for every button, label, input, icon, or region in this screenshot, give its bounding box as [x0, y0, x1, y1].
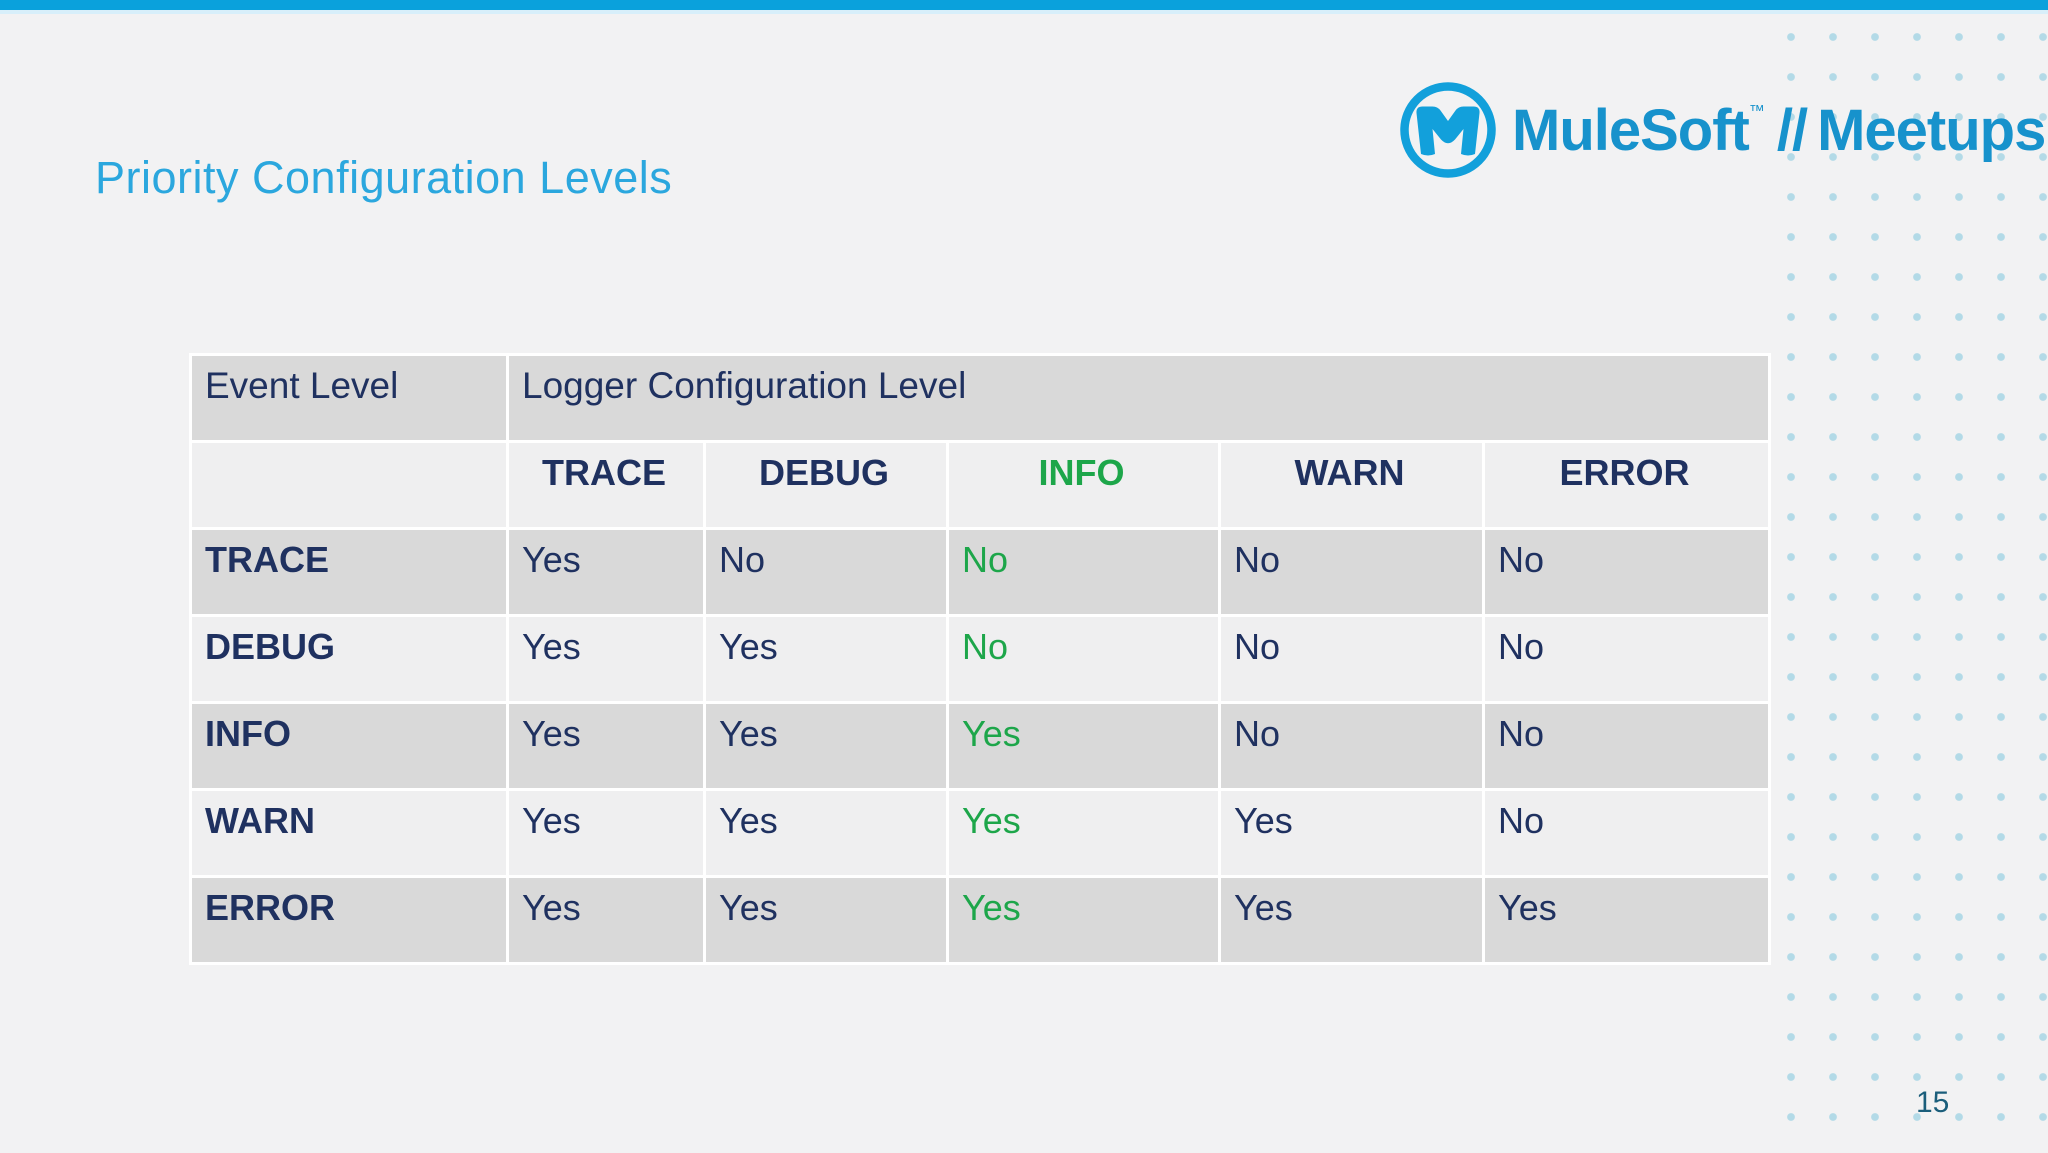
cell-value: No — [1481, 788, 1772, 878]
table-row-trace: TRACE Yes No No No No — [189, 527, 1772, 617]
cell-value: Yes — [1218, 788, 1485, 878]
table-row-debug: DEBUG Yes Yes No No No — [189, 614, 1772, 704]
top-accent-bar-glow — [0, 10, 2048, 14]
mulesoft-meetups-logo: MuleSoft™ //Meetups — [1398, 78, 2046, 182]
logo-product: Meetups — [1817, 97, 2046, 163]
row-label-trace: TRACE — [189, 527, 509, 617]
logo-trademark: ™ — [1748, 102, 1765, 120]
group-header-cell: Logger Configuration Level — [505, 353, 1772, 443]
column-header-warn: WARN — [1218, 440, 1485, 530]
cell-value: No — [703, 527, 949, 617]
cell-value: Yes — [703, 875, 949, 965]
row-label-warn: WARN — [189, 788, 509, 878]
cell-value: Yes — [506, 701, 706, 791]
row-label-error: ERROR — [189, 875, 509, 965]
page-title: Priority Configuration Levels — [95, 152, 673, 204]
column-header-trace: TRACE — [506, 440, 706, 530]
priority-configuration-table: Event Level Logger Configuration Level T… — [189, 353, 1772, 965]
column-header-error: ERROR — [1481, 440, 1772, 530]
cell-value: Yes — [946, 875, 1221, 965]
cell-value: Yes — [703, 788, 949, 878]
cell-value: Yes — [946, 701, 1221, 791]
logo-brand: MuleSoft — [1512, 97, 1750, 163]
table-row-error: ERROR Yes Yes Yes Yes Yes — [189, 875, 1772, 965]
page-number: 15 — [1916, 1086, 1950, 1119]
logo-wordmark: MuleSoft™ //Meetups — [1512, 97, 2046, 164]
cell-value: Yes — [1218, 875, 1485, 965]
cell-value: No — [1481, 527, 1772, 617]
cell-value: Yes — [703, 614, 949, 704]
logo-separator: // — [1776, 97, 1808, 163]
cell-value: No — [1218, 614, 1485, 704]
cell-value: Yes — [506, 788, 706, 878]
cell-value: Yes — [703, 701, 949, 791]
cell-value: No — [1481, 614, 1772, 704]
mulesoft-logo-icon — [1400, 82, 1496, 178]
table-header-row-groups: Event Level Logger Configuration Level — [189, 353, 1772, 443]
corner-header-cell: Event Level — [189, 353, 509, 443]
table-header-row-columns: TRACE DEBUG INFO WARN ERROR — [189, 440, 1772, 530]
column-header-debug: DEBUG — [703, 440, 949, 530]
row-label-debug: DEBUG — [189, 614, 509, 704]
top-accent-bar — [0, 0, 2048, 10]
cell-value: Yes — [506, 875, 706, 965]
cell-value: No — [1218, 527, 1485, 617]
cell-value: No — [946, 527, 1221, 617]
table-row-warn: WARN Yes Yes Yes Yes No — [189, 788, 1772, 878]
cell-value: Yes — [946, 788, 1221, 878]
cell-value: No — [1218, 701, 1485, 791]
cell-value: Yes — [506, 527, 706, 617]
cell-value: No — [1481, 701, 1772, 791]
decorative-dot-pattern — [1770, 17, 2048, 1153]
cell-value: Yes — [1481, 875, 1772, 965]
column-header-info: INFO — [946, 440, 1221, 530]
empty-header-cell — [189, 440, 509, 530]
cell-value: Yes — [506, 614, 706, 704]
row-label-info: INFO — [189, 701, 509, 791]
cell-value: No — [946, 614, 1221, 704]
table-row-info: INFO Yes Yes Yes No No — [189, 701, 1772, 791]
